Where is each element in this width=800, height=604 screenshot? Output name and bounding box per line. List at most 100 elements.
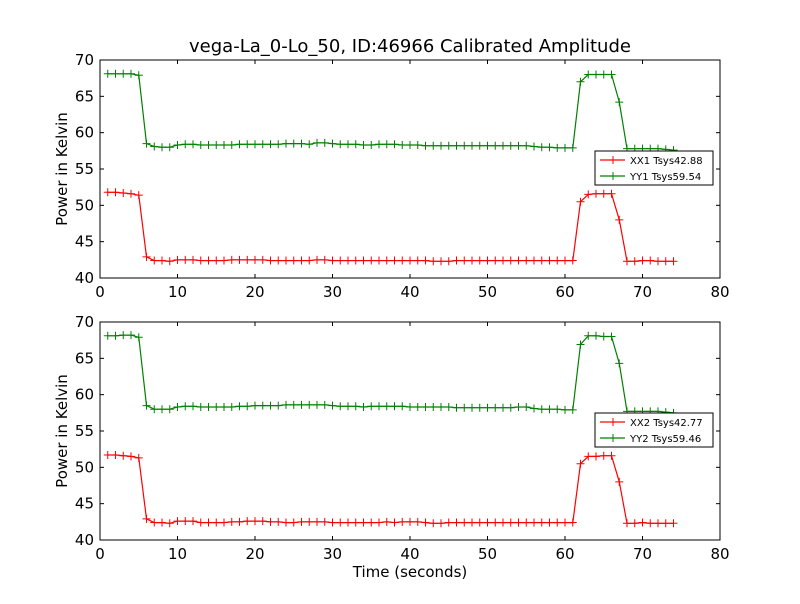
data-point-marker: [429, 519, 438, 528]
data-point-marker: [142, 252, 151, 261]
data-point-marker: [127, 189, 135, 198]
data-point-marker: [258, 140, 267, 149]
data-point-marker: [452, 141, 461, 150]
data-point-marker: [181, 402, 190, 411]
data-point-marker: [359, 403, 368, 412]
data-point-marker: [344, 402, 352, 411]
data-point-marker: [499, 403, 507, 412]
data-point-marker: [413, 403, 422, 412]
data-point-marker: [375, 256, 383, 265]
data-point-marker: [320, 255, 329, 264]
data-point-marker: [227, 517, 236, 526]
data-point-marker: [522, 256, 531, 265]
legend: XX2 Tsys42.77 YY2 Tsys59.46: [594, 412, 714, 448]
data-point-marker: [530, 256, 538, 265]
data-point-marker: [553, 256, 562, 265]
y-tick-label: 45: [75, 233, 94, 251]
legend-entry-label: XX2 Tsys42.77: [630, 418, 703, 429]
data-point-marker: [514, 403, 523, 412]
data-point-marker: [367, 141, 376, 150]
data-point-marker: [367, 518, 376, 527]
data-point-marker: [220, 141, 228, 150]
data-point-marker: [351, 140, 360, 149]
data-point-marker: [429, 141, 438, 150]
data-point-marker: [351, 518, 360, 527]
data-point-marker: [506, 141, 515, 150]
data-point-marker: [158, 518, 166, 527]
data-point-marker: [150, 405, 159, 414]
data-point-marker: [630, 257, 639, 266]
y-tick-label: 70: [75, 313, 94, 331]
data-point-marker: [266, 256, 275, 265]
data-point-marker: [127, 331, 135, 340]
data-point-marker: [506, 256, 515, 265]
data-point-marker: [553, 405, 562, 414]
data-point-marker: [266, 140, 275, 149]
data-point-marker: [212, 141, 221, 150]
data-point-marker: [344, 140, 352, 149]
data-point-marker: [398, 402, 407, 411]
data-point-marker: [460, 141, 469, 150]
data-point-marker: [452, 403, 461, 412]
data-point-marker: [204, 141, 213, 150]
x-tick-label: 10: [168, 545, 187, 563]
data-point-marker: [181, 517, 190, 526]
data-point-marker: [103, 188, 112, 197]
x-tick-label: 20: [245, 283, 264, 301]
data-point-marker: [282, 256, 290, 265]
y-tick-label: 40: [75, 269, 94, 287]
legend-box: [594, 150, 714, 186]
data-point-marker: [421, 403, 430, 412]
data-point-marker: [592, 452, 600, 461]
data-point-marker: [499, 518, 507, 527]
data-point-marker: [468, 518, 476, 527]
data-point-marker: [134, 71, 143, 80]
data-point-marker: [607, 332, 616, 341]
data-point-marker: [243, 517, 252, 526]
data-point-marker: [305, 400, 314, 409]
y-tick-label: 60: [75, 386, 94, 404]
data-point-marker: [506, 403, 515, 412]
data-point-marker: [460, 518, 469, 527]
data-point-marker: [483, 256, 492, 265]
data-point-marker: [320, 400, 329, 409]
data-point-marker: [336, 518, 345, 527]
x-tick-label: 40: [400, 283, 419, 301]
data-point-marker: [227, 403, 236, 412]
data-point-marker: [134, 333, 143, 342]
y-tick-label: 45: [75, 495, 94, 513]
data-point-marker: [398, 517, 407, 526]
data-point-marker: [452, 256, 461, 265]
data-point-marker: [545, 143, 554, 152]
data-point-marker: [568, 405, 577, 414]
data-point-marker: [553, 143, 562, 152]
data-point-marker: [119, 188, 128, 197]
x-tick-label: 30: [323, 545, 342, 563]
data-point-marker: [646, 519, 655, 528]
data-point-marker: [615, 98, 624, 107]
data-point-marker: [592, 189, 600, 198]
data-point-marker: [592, 70, 600, 79]
data-point-marker: [437, 403, 445, 412]
data-point-marker: [444, 403, 453, 412]
data-point-marker: [142, 401, 151, 410]
data-point-marker: [274, 401, 283, 410]
data-point-marker: [127, 69, 135, 78]
data-point-marker: [615, 477, 624, 486]
data-point-marker: [413, 517, 422, 526]
data-point-marker: [382, 140, 391, 149]
data-point-marker: [406, 517, 414, 526]
legend-entry-label: XX1 Tsys42.88: [630, 156, 703, 167]
data-point-marker: [127, 452, 135, 461]
data-point-marker: [165, 257, 174, 266]
data-point-marker: [165, 519, 174, 528]
data-point-marker: [181, 255, 190, 264]
data-point-marker: [491, 256, 500, 265]
data-point-marker: [483, 141, 492, 150]
data-point-marker: [599, 70, 608, 79]
data-point-marker: [173, 141, 182, 150]
data-point-marker: [212, 403, 221, 412]
data-point-marker: [158, 256, 166, 265]
data-point-marker: [111, 331, 120, 340]
data-point-marker: [421, 256, 430, 265]
